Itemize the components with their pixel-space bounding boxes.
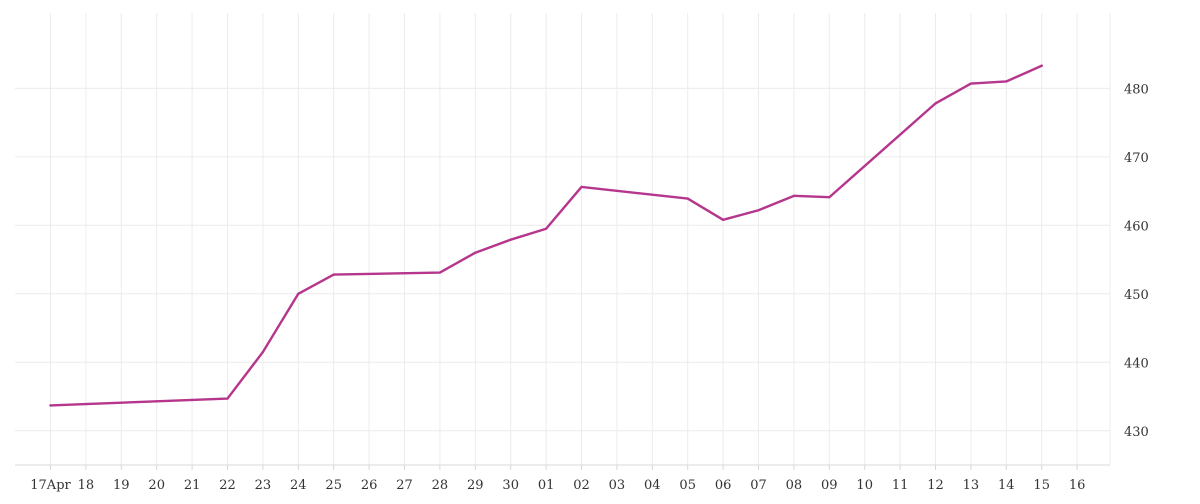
y-tick-label: 460 <box>1124 219 1149 234</box>
data-point <box>226 397 229 400</box>
x-tick-label: 21 <box>184 478 201 493</box>
x-tick-label: 12 <box>927 478 944 493</box>
axis-layer <box>15 13 1111 470</box>
data-point <box>1005 80 1008 83</box>
data-point <box>297 292 300 295</box>
x-tick-label: 05 <box>679 478 696 493</box>
x-tick-label: 22 <box>219 478 236 493</box>
x-tick-label: 14 <box>998 478 1015 493</box>
x-tick-label: 15 <box>1033 478 1050 493</box>
data-point <box>969 82 973 85</box>
data-point <box>155 400 158 403</box>
y-tick-label: 450 <box>1124 288 1149 303</box>
x-tick-label: 17Apr <box>30 478 71 493</box>
y-tick-label: 430 <box>1124 425 1149 440</box>
x-tick-label: 13 <box>963 478 980 493</box>
x-tick-label: 29 <box>467 478 484 493</box>
x-tick-label: 18 <box>78 478 95 493</box>
data-point <box>438 271 442 274</box>
x-tick-label: 30 <box>502 478 519 493</box>
x-tick-label: 01 <box>538 478 555 493</box>
x-tick-label: 19 <box>113 478 130 493</box>
x-tick-label: 10 <box>856 478 873 493</box>
data-point <box>792 194 796 198</box>
x-tick-label: 07 <box>750 478 767 493</box>
y-tick-label: 440 <box>1124 356 1149 371</box>
label-layer: 17Apr 18 19 20 21 22 23 24 25 26 27 28 29 30 01 02 03 04 0… <box>30 82 1149 493</box>
x-tick-label: 24 <box>290 478 307 493</box>
y-tick-label: 480 <box>1124 82 1149 97</box>
x-tick-label: 20 <box>148 478 165 493</box>
x-tick-label: 23 <box>255 478 272 493</box>
data-point <box>509 238 512 241</box>
series-layer <box>49 64 1043 407</box>
y-tick-label: 470 <box>1124 151 1149 166</box>
x-tick-label: 02 <box>573 478 590 493</box>
x-tick-label: 09 <box>821 478 838 493</box>
data-point <box>190 398 194 402</box>
data-point <box>757 209 760 212</box>
x-tick-label: 06 <box>715 478 732 493</box>
data-point <box>721 218 725 222</box>
data-point <box>828 196 831 199</box>
x-tick-label: 03 <box>609 478 626 493</box>
data-point <box>120 401 123 404</box>
x-tick-label: 08 <box>786 478 803 493</box>
x-tick-label: 04 <box>644 478 661 493</box>
grid-layer <box>15 13 1110 465</box>
x-tick-label: 27 <box>396 478 413 493</box>
data-point <box>261 350 265 354</box>
data-point <box>934 102 937 105</box>
x-tick-label: 16 <box>1069 478 1086 493</box>
data-point <box>84 402 88 406</box>
data-point <box>474 251 477 254</box>
data-point <box>580 185 583 189</box>
data-point <box>1040 64 1043 67</box>
x-tick-label: 28 <box>432 478 449 493</box>
x-tick-label: 26 <box>361 478 378 493</box>
x-tick-label: 11 <box>892 478 909 493</box>
x-tick-label: 25 <box>325 478 342 493</box>
data-point <box>544 227 548 230</box>
data-point <box>686 197 689 200</box>
data-point <box>49 404 52 407</box>
data-point <box>332 273 335 276</box>
